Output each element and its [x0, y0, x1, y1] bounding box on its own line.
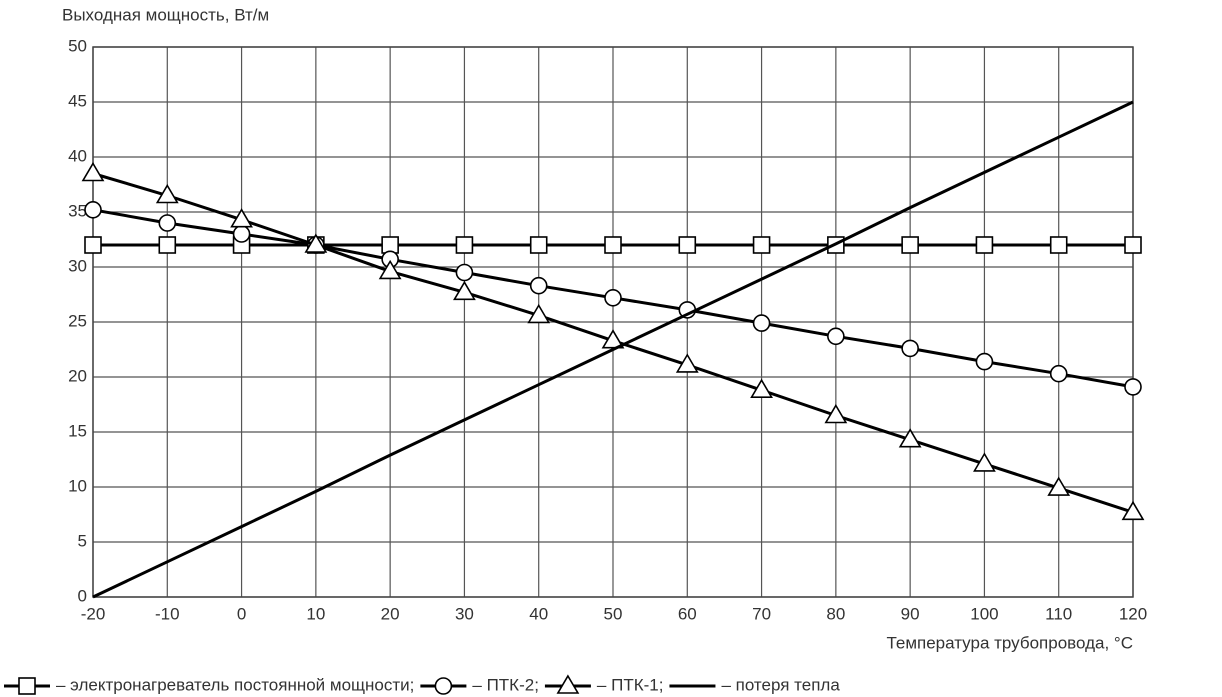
marker: [529, 236, 548, 254]
legend-item: – ПТК-2;: [420, 675, 539, 695]
marker: [453, 280, 476, 301]
legend-item: – электронагреватель постоянной мощности…: [4, 675, 414, 695]
y-tick-label: 20: [68, 366, 87, 385]
marker: [18, 677, 36, 695]
x-tick-label: -20: [81, 604, 106, 623]
marker: [824, 403, 848, 424]
marker: [1124, 236, 1142, 254]
x-tick-label: 0: [237, 604, 246, 623]
x-tick-label: 10: [306, 604, 325, 623]
marker: [230, 208, 253, 228]
marker: [901, 339, 919, 358]
legend-label: – ПТК-2;: [472, 675, 539, 694]
y-axis-title: Выходная мощность, Вт/м: [62, 5, 269, 24]
marker: [81, 161, 105, 182]
marker: [1124, 378, 1142, 396]
y-tick-label: 50: [68, 36, 87, 55]
x-tick-label: 50: [604, 604, 623, 623]
marker: [232, 225, 251, 243]
legend-item: – ПТК-1;: [544, 674, 664, 694]
x-tick-label: 20: [381, 604, 400, 623]
marker: [556, 674, 580, 694]
x-tick-label: 70: [752, 604, 771, 623]
x-tick-label: 110: [1045, 604, 1072, 623]
y-tick-label: 0: [78, 586, 87, 605]
marker: [827, 327, 845, 346]
x-tick-label: 90: [901, 604, 920, 623]
x-tick-label: 80: [826, 604, 845, 623]
marker: [378, 259, 402, 280]
y-tick-label: 30: [68, 256, 87, 275]
y-tick-label: 45: [68, 91, 87, 110]
x-tick-label: 60: [678, 604, 697, 623]
marker: [604, 288, 622, 307]
x-tick-label: 40: [529, 604, 548, 623]
marker: [1049, 236, 1068, 254]
marker: [158, 236, 177, 254]
marker: [752, 236, 771, 254]
y-tick-label: 40: [68, 146, 87, 165]
marker: [752, 314, 771, 332]
marker: [678, 236, 697, 254]
marker: [158, 214, 177, 232]
marker: [975, 236, 994, 254]
marker: [898, 428, 922, 448]
marker: [84, 236, 102, 254]
marker: [527, 303, 551, 324]
series-line: [92, 100, 1134, 599]
marker: [529, 276, 548, 295]
marker: [604, 236, 622, 254]
marker: [675, 353, 699, 373]
marker: [975, 352, 994, 371]
y-tick-label: 5: [78, 531, 87, 550]
marker: [601, 329, 625, 349]
x-tick-label: -10: [155, 604, 180, 623]
legend-label: – электронагреватель постоянной мощности…: [56, 675, 414, 694]
marker: [901, 236, 919, 254]
marker: [1121, 500, 1145, 521]
marker: [304, 233, 328, 253]
x-axis-title: Температура трубопровода, °C: [886, 633, 1133, 652]
marker: [1047, 476, 1071, 496]
marker: [455, 236, 474, 254]
marker: [84, 201, 102, 219]
legend-label: – потеря тепла: [721, 675, 840, 694]
legend-item: – потеря тепла: [669, 675, 840, 694]
marker: [750, 378, 773, 399]
marker: [973, 452, 996, 472]
x-tick-label: 30: [455, 604, 474, 623]
x-tick-label: 100: [970, 604, 998, 623]
marker: [1049, 364, 1068, 383]
y-tick-label: 15: [68, 421, 87, 440]
marker: [155, 183, 179, 204]
marker: [455, 263, 474, 282]
y-tick-label: 10: [68, 476, 87, 495]
x-tick-label: 120: [1119, 604, 1147, 623]
legend-label: – ПТК-1;: [597, 675, 664, 694]
y-tick-label: 25: [68, 311, 87, 330]
y-tick-label: 35: [68, 201, 87, 220]
plot-frame: [92, 46, 1134, 598]
marker: [434, 677, 453, 695]
